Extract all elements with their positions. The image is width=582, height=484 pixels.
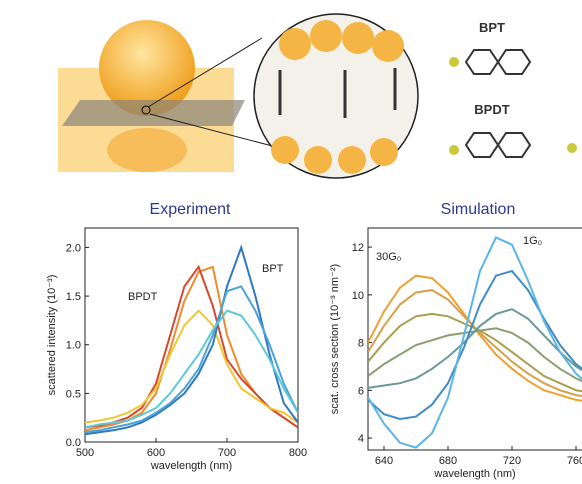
molecule-label: BPDT xyxy=(474,102,509,117)
molecule-label: BPT xyxy=(479,20,505,35)
series-line xyxy=(368,236,582,449)
zoom-line xyxy=(149,113,281,149)
series-line xyxy=(368,274,582,402)
y-axis-label: scattered intensity (10⁻³) xyxy=(46,275,58,396)
series-line xyxy=(85,264,298,429)
x-tick-label: 500 xyxy=(76,447,94,459)
plot-area xyxy=(368,236,582,449)
series-line xyxy=(368,327,582,383)
series-line xyxy=(368,269,582,421)
annotation: 30G₀ xyxy=(376,251,401,263)
series-line xyxy=(85,309,298,424)
molecules xyxy=(278,68,397,118)
y-tick-label: 12 xyxy=(352,242,364,254)
x-tick-label: 600 xyxy=(147,447,165,459)
chart-title: Experiment xyxy=(150,201,231,218)
x-tick-label: 680 xyxy=(439,455,457,467)
sphere xyxy=(99,20,195,116)
plot-area xyxy=(85,244,298,436)
zoom-line xyxy=(147,37,263,108)
x-tick-label: 700 xyxy=(218,447,236,459)
y-tick-label: 10 xyxy=(352,290,364,302)
particles xyxy=(271,20,404,174)
plot-frame xyxy=(367,227,582,451)
y-tick-label: 0.5 xyxy=(66,388,81,400)
molecule-bpt xyxy=(449,49,532,75)
series-line xyxy=(85,285,298,434)
illustration: BPT BPDT xyxy=(58,13,577,179)
x-tick-label: 640 xyxy=(375,455,393,467)
molecule-bpdt xyxy=(449,132,577,158)
annotation: BPDT xyxy=(128,291,158,303)
y-tick-label: 0.0 xyxy=(66,437,81,449)
substrate xyxy=(62,100,245,126)
plot-frame xyxy=(84,227,299,443)
y-tick-label: 8 xyxy=(358,338,364,350)
y-tick-label: 6 xyxy=(358,385,364,397)
series-line xyxy=(368,308,582,389)
x-axis-label: wavelength (nm) xyxy=(150,460,232,472)
annotation: BPT xyxy=(262,263,284,275)
x-axis-label: wavelength (nm) xyxy=(433,468,515,480)
chart-title: Simulation xyxy=(441,201,516,218)
reflection xyxy=(107,128,187,172)
annotation: 1G₀ xyxy=(523,235,542,247)
gap-marker xyxy=(141,105,151,115)
y-tick-label: 1.0 xyxy=(66,340,81,352)
y-tick-label: 4 xyxy=(358,433,364,445)
x-tick-label: 800 xyxy=(289,447,307,459)
y-tick-label: 1.5 xyxy=(66,291,81,303)
y-axis-label: scat. cross section (10⁻³ nm⁻²) xyxy=(329,264,341,414)
x-tick-label: 720 xyxy=(503,455,521,467)
series-line xyxy=(85,309,298,429)
series-line xyxy=(368,289,582,398)
x-tick-label: 760 xyxy=(567,455,582,467)
y-tick-label: 2.0 xyxy=(66,242,81,254)
